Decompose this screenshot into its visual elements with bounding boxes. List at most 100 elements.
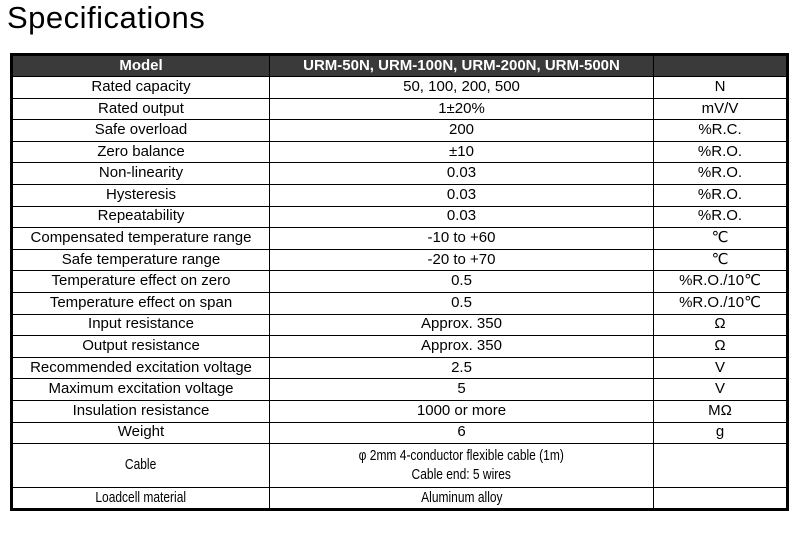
table-row: Weight 6 g [11,421,788,445]
spec-unit-cell: %R.O. [653,183,788,207]
spec-item-cell-text: Repeatability [97,207,185,225]
spec-value-cell: 0.5 [269,291,654,315]
table-row: Input resistance Approx. 350 Ω [11,313,788,337]
spec-item-cell-text: Rated capacity [91,77,191,95]
spec-item-cell: Temperature effect on zero [11,270,270,293]
spec-unit-cell: %R.C. [653,119,788,142]
table-row: Temperature effect on zero 0.5 %R.O./10℃ [11,270,788,293]
table-row: Output resistance Approx. 350 Ω [11,335,788,358]
spec-value-cell-text: 6 [457,423,466,441]
spec-item-cell: Rated capacity [11,76,270,99]
spec-unit-cell: %R.O./10℃ [653,270,788,293]
spec-value-cell: 6 [269,421,654,445]
spec-unit-cell: %R.O. [653,162,788,185]
spec-unit-cell-text: V [714,358,725,376]
spec-unit-cell-text: Ω [714,337,726,355]
spec-unit-cell-text: %R.O. [697,207,743,225]
spec-value-cell: Approx. 350 [269,335,654,358]
spec-item-cell-text: Rated output [98,99,184,117]
spec-unit-cell-text: Ω [714,315,726,333]
spec-item-cell: Temperature effect on span [11,291,270,315]
spec-item-cell-text: Temperature effect on zero [51,272,231,290]
spec-value-cell-text: 0.03 [446,207,477,225]
spec-item-cell-text: Safe overload [94,121,188,139]
spec-unit-cell-text: %R.O. [697,185,743,203]
spec-item-cell: Rated output [11,97,270,121]
spec-item-cell: Compensated temperature range [11,227,270,250]
spec-unit-cell-text: ℃ [711,250,729,268]
spec-unit-cell-text: mV/V [701,99,739,117]
spec-value-cell: φ 2mm 4-conductor flexible cable (1m) Ca… [269,443,654,489]
spec-item-cell: Safe overload [11,119,270,142]
table-row: Hysteresis 0.03 %R.O. [11,183,788,207]
spec-value-cell-text: 5 [457,380,466,398]
spec-unit-cell-text: V [714,380,725,398]
spec-item-cell: Hysteresis [11,183,270,207]
spec-value-cell: ±10 [269,140,654,164]
spec-unit-cell-text: ℃ [711,229,729,247]
spec-value-cell-text: ±10 [449,142,474,160]
table-row: Loadcell material Aluminum alloy [11,487,788,510]
spec-value-cell: Approx. 350 [269,313,654,337]
spec-item-cell: Output resistance [11,335,270,358]
spec-item-cell: Weight [11,421,270,445]
spec-unit-cell-text: %R.O./10℃ [679,272,761,290]
spec-unit-cell: V [653,356,788,380]
spec-unit-cell: mV/V [653,97,788,121]
header-model-cell: Model [11,54,270,77]
spec-value-cell-text: Approx. 350 [421,315,502,333]
table-row: Temperature effect on span 0.5 %R.O./10℃ [11,291,788,315]
table-row: Zero balance ±10 %R.O. [11,140,788,164]
spec-value-cell-text: 2.5 [451,358,472,376]
table-row: Recommended excitation voltage 2.5 V [11,356,788,380]
spec-value-cell: 200 [269,119,654,142]
spec-table-body: Rated capacity 50, 100, 200, 500 N Rated ou… [11,76,788,510]
spec-item-cell-text: Maximum excitation voltage [48,380,234,398]
spec-item-cell-text: Cable [125,456,157,474]
spec-unit-cell: MΩ [653,399,788,423]
spec-unit-cell: Ω [653,313,788,337]
table-row: Compensated temperature range -10 to +60 ℃ [11,227,788,250]
spec-value-cell-text: 200 [448,121,475,139]
table-row: Non-linearity 0.03 %R.O. [11,162,788,185]
spec-item-cell: Insulation resistance [11,399,270,423]
spec-value-cell: -20 to +70 [269,248,654,272]
spec-unit-cell: g [653,421,788,445]
spec-unit-cell: %R.O. [653,205,788,229]
spec-item-cell-text: Non-linearity [98,164,184,182]
spec-value-cell-text: 1±20% [438,99,485,117]
spec-item-cell-text: Loadcell material [95,488,187,506]
spec-unit-cell [653,443,788,489]
spec-value-cell-text: 0.5 [451,272,472,290]
spec-item-cell-text: Safe temperature range [61,250,221,268]
spec-unit-cell [653,487,788,510]
spec-unit-cell-text: %R.O./10℃ [679,293,761,311]
spec-value-cell: 5 [269,378,654,401]
spec-item-cell-text: Weight [117,423,165,441]
spec-value-cell: Aluminum alloy [269,487,654,510]
spec-value-cell: -10 to +60 [269,227,654,250]
specifications-table: Model URM-50N, URM-100N, URM-200N, URM-5… [10,53,789,511]
spec-item-cell-text: Recommended excitation voltage [30,358,252,376]
spec-value-cell: 0.5 [269,270,654,293]
spec-value-cell-text: φ 2mm 4-conductor flexible cable (1m) Ca… [358,446,565,483]
header-unit-cell [653,54,788,77]
spec-value-cell: 50, 100, 200, 500 [269,76,654,99]
spec-item-cell: Zero balance [11,140,270,164]
table-row: Rated capacity 50, 100, 200, 500 N [11,76,788,99]
spec-value-cell: 2.5 [269,356,654,380]
spec-value-cell-text: 50, 100, 200, 500 [403,77,520,95]
spec-value-cell-text: Approx. 350 [421,337,502,355]
spec-value-cell: 1±20% [269,97,654,121]
table-row: Insulation resistance 1000 or more MΩ [11,399,788,423]
spec-unit-cell: N [653,76,788,99]
table-row: Safe temperature range -20 to +70 ℃ [11,248,788,272]
spec-unit-cell-text: %R.O. [697,142,743,160]
table-row: Cable φ 2mm 4-conductor flexible cable (1… [11,443,788,489]
header-models-cell: URM-50N, URM-100N, URM-200N, URM-500N [269,54,654,77]
spec-value-cell: 0.03 [269,205,654,229]
spec-value-cell: 0.03 [269,183,654,207]
spec-unit-cell: %R.O./10℃ [653,291,788,315]
spec-item-cell: Non-linearity [11,162,270,185]
